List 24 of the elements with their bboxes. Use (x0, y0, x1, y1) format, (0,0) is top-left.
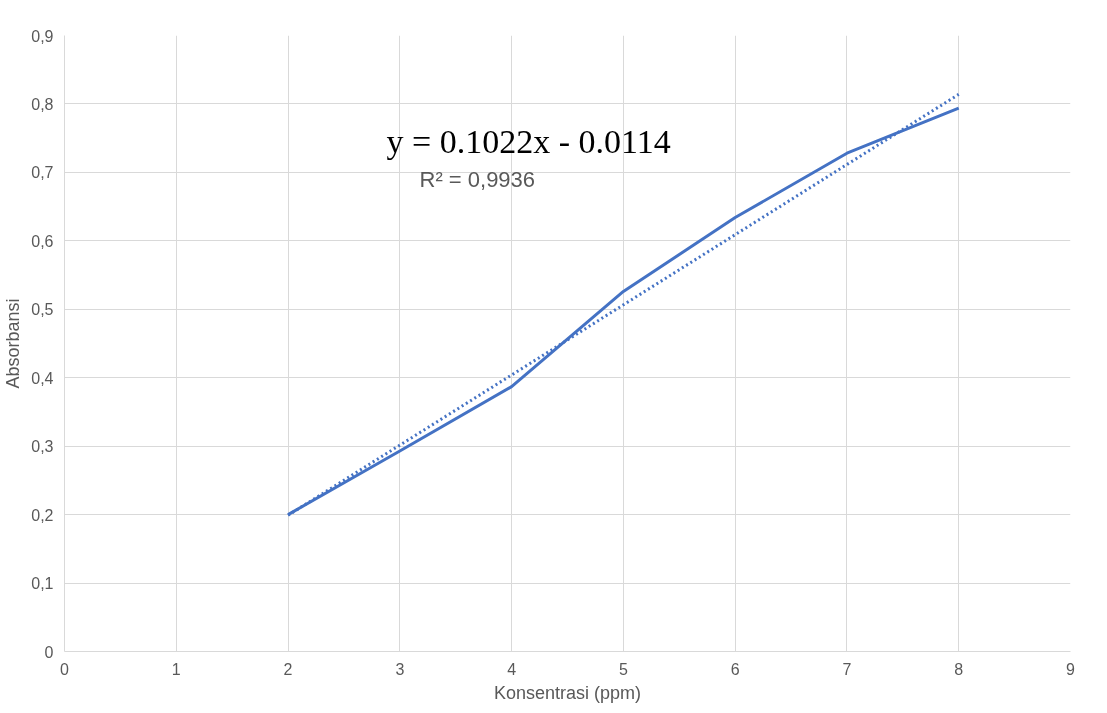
y-tick-label: 0,7 (31, 164, 54, 182)
y-tick-label: 0 (44, 643, 54, 661)
x-tick-label: 9 (1066, 660, 1076, 678)
y-tick-label: 0,3 (31, 438, 54, 456)
x-tick-label: 1 (171, 660, 181, 678)
y-tick-label: 0,8 (31, 95, 54, 113)
annotation: R² = 0,9936 (419, 166, 536, 192)
y-tick-label: 0,5 (31, 301, 54, 319)
x-tick-label: 7 (842, 660, 852, 678)
x-axis-title: Konsentrasi (ppm) (493, 682, 642, 703)
y-axis-title: Absorbansi (3, 298, 24, 389)
y-tick-label: 0,6 (31, 232, 54, 250)
x-tick-label: 0 (60, 660, 70, 678)
y-tick-label: 0,1 (31, 575, 54, 593)
x-tick-label: 8 (954, 660, 964, 678)
x-tick-label: 3 (395, 660, 405, 678)
x-tick-label: 2 (283, 660, 293, 678)
y-tick-label: 0,4 (31, 369, 54, 387)
x-tick-label: 4 (507, 660, 517, 678)
y-tick-label: 0,9 (31, 27, 54, 45)
x-tick-label: 5 (618, 660, 628, 678)
annotation: y = 0.1022x - 0.0114 (386, 122, 671, 160)
x-tick-label: 6 (730, 660, 740, 678)
y-tick-label: 0,2 (31, 506, 54, 524)
